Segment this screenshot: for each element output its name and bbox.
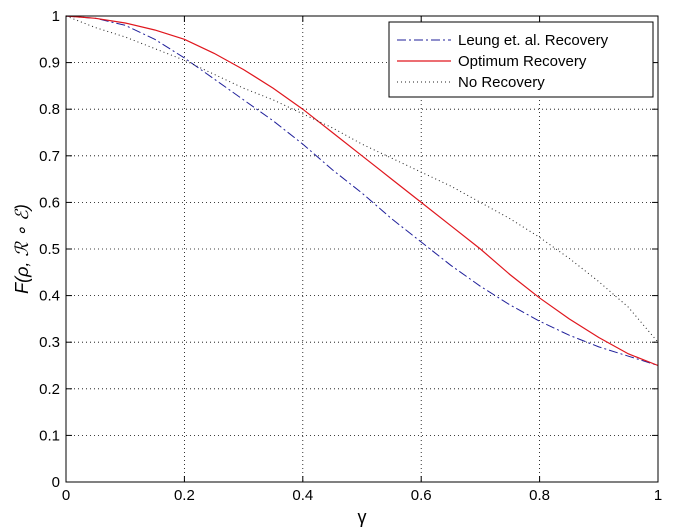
x-tick-label: 0: [62, 487, 70, 504]
legend: Leung et. al. Recovery Optimum Recovery …: [388, 21, 654, 98]
y-tick-label: 1: [52, 8, 60, 25]
y-tick-label: 0.5: [39, 241, 60, 258]
y-tick-label: 0.2: [39, 381, 60, 398]
x-axis-label: γ: [358, 507, 367, 527]
x-tick-label: 0.4: [292, 487, 313, 504]
y-tick-label: 0: [52, 474, 60, 491]
y-tick-label: 0.3: [39, 334, 60, 351]
y-tick-label: 0.6: [39, 194, 60, 211]
x-tick-label: 0.8: [529, 487, 550, 504]
y-tick-label: 0.7: [39, 148, 60, 165]
series-group: [65, 15, 659, 367]
legend-label-optimum: Optimum Recovery: [458, 53, 587, 70]
ticks: 0 0.2 0.4 0.6 0.8 1 0 0.1 0.2 0.3 0.4 0.5 0.6 0.7 0.8 0…: [39, 8, 662, 504]
y-tick-label: 0.8: [39, 101, 60, 118]
legend-label-leung: Leung et. al. Recovery: [458, 32, 609, 49]
series-line-leung-et-al-recovery: [65, 15, 659, 366]
x-tick-label: 1: [654, 487, 662, 504]
y-tick-label: 0.9: [39, 55, 60, 72]
x-tick-label: 0.2: [174, 487, 195, 504]
y-tick-label: 0.1: [39, 427, 60, 444]
y-axis-label: F(ρ, ℛ ∘ ℰ): [12, 204, 32, 294]
y-tick-label: 0.4: [39, 288, 60, 305]
x-tick-label: 0.6: [411, 487, 432, 504]
legend-box: [388, 21, 654, 98]
legend-label-no-recovery: No Recovery: [458, 74, 545, 91]
series-line-optimum-recovery: [65, 15, 659, 367]
